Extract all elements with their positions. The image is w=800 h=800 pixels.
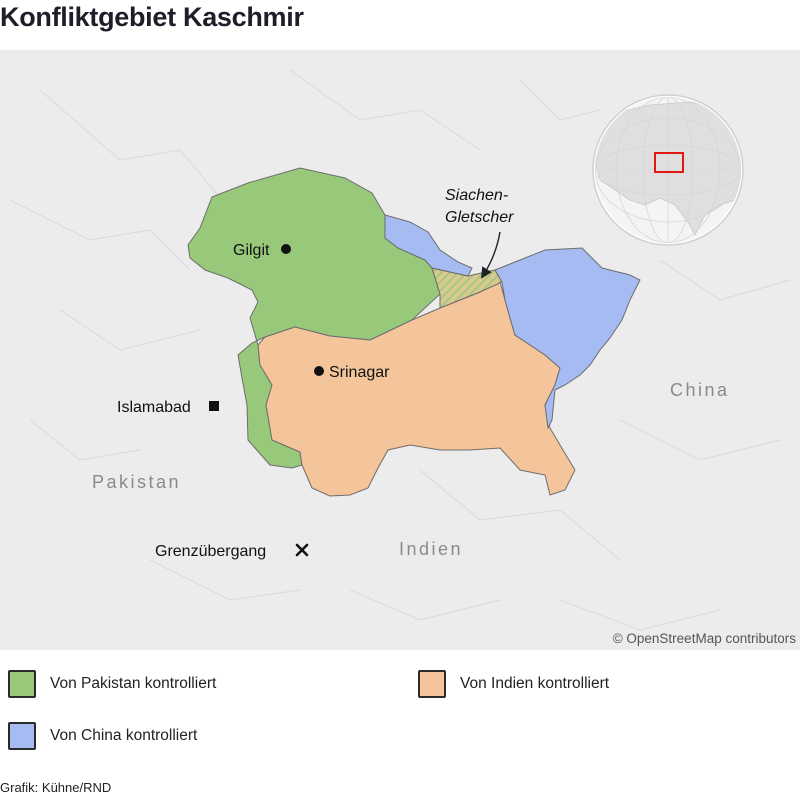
china-controlled-aksai-chin [494, 247, 641, 430]
map-attribution: © OpenStreetMap contributors [613, 631, 797, 646]
siachen-label-line2: Gletscher [445, 209, 514, 226]
legend-label-india: Von Indien kontrolliert [460, 675, 610, 692]
credit-line: Grafik: Kühne/RND [0, 780, 112, 795]
legend-item-china: Von China kontrolliert [8, 722, 197, 750]
legend-item-pakistan: Von Pakistan kontrolliert [8, 670, 216, 698]
border-crossing-marker [295, 543, 309, 557]
page-title: Konfliktgebiet Kaschmir [0, 2, 304, 32]
legend-swatch-india [418, 670, 446, 698]
srinagar-label: Srinagar [329, 364, 390, 381]
legend-label-china: Von China kontrolliert [50, 727, 198, 744]
legend-swatch-china [8, 722, 36, 750]
legend-label-pakistan: Von Pakistan kontrolliert [50, 675, 217, 692]
islamabad-label: Islamabad [117, 399, 191, 416]
srinagar-marker [314, 366, 324, 376]
china-controlled-shaksgam [384, 214, 473, 277]
gilgit-marker [281, 244, 291, 254]
map[interactable]: Gilgit Srinagar Islamabad Grenzübergang … [0, 50, 800, 650]
legend-swatch-pakistan [8, 670, 36, 698]
terrain-relief [9, 69, 791, 631]
locator-globe [592, 94, 744, 246]
china-country-label: China [670, 380, 730, 400]
siachen-leader-arrow [481, 231, 501, 279]
border-crossing-label: Grenzübergang [155, 543, 266, 560]
pakistan-country-label: Pakistan [92, 472, 181, 492]
legend-item-india: Von Indien kontrolliert [418, 670, 609, 698]
siachen-label-line1: Siachen- [445, 187, 508, 204]
india-country-label: Indien [399, 539, 463, 559]
locator-marker [654, 152, 684, 173]
islamabad-marker [209, 401, 219, 411]
gilgit-label: Gilgit [233, 242, 270, 259]
